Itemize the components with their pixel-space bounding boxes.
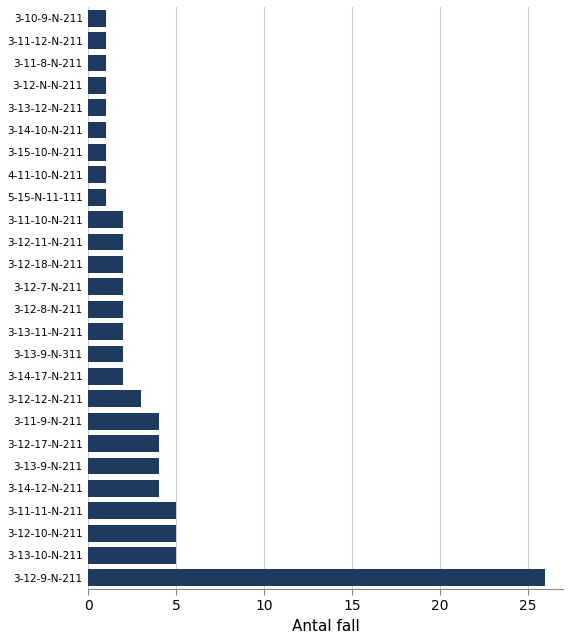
Bar	[88, 10, 106, 26]
Bar	[88, 32, 106, 49]
Bar	[88, 458, 158, 474]
Bar	[88, 413, 158, 429]
Bar	[88, 99, 106, 116]
Bar	[88, 525, 176, 542]
Bar	[88, 480, 158, 497]
Bar	[88, 233, 124, 251]
X-axis label: Antal fall: Antal fall	[292, 619, 360, 634]
Bar	[88, 144, 106, 161]
Bar	[88, 77, 106, 94]
Bar	[88, 167, 106, 183]
Bar	[88, 390, 141, 407]
Bar	[88, 435, 158, 452]
Bar	[88, 368, 124, 385]
Bar	[88, 54, 106, 71]
Bar	[88, 189, 106, 206]
Bar	[88, 345, 124, 362]
Bar	[88, 503, 176, 519]
Bar	[88, 547, 176, 564]
Bar	[88, 323, 124, 340]
Bar	[88, 122, 106, 138]
Bar	[88, 212, 124, 228]
Bar	[88, 278, 124, 296]
Bar	[88, 256, 124, 273]
Bar	[88, 569, 545, 587]
Bar	[88, 301, 124, 317]
